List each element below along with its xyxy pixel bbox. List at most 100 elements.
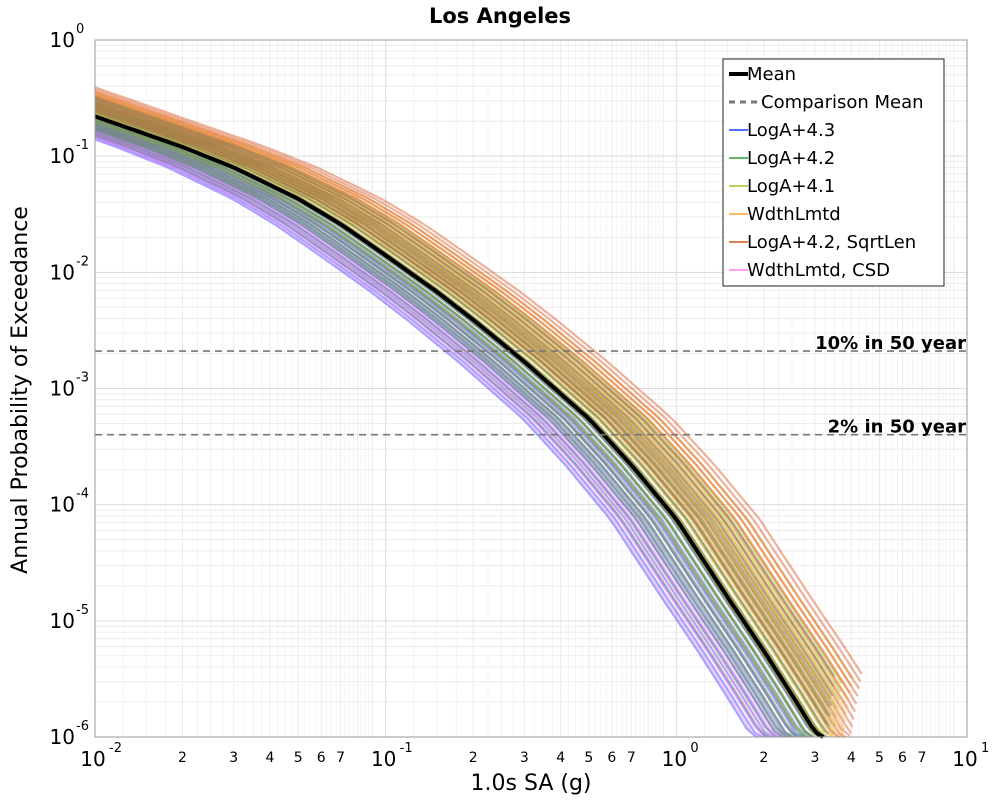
x-minor-tick-label: 4 — [556, 750, 565, 766]
y-tick-label: 10 — [50, 377, 75, 401]
bundle-curve — [95, 104, 838, 718]
curve-bundles — [95, 86, 863, 737]
bundle-curve — [95, 136, 765, 737]
bundle-curve — [95, 111, 827, 733]
reference-line-label: 10% in 50 year — [815, 333, 966, 354]
bundle-curve — [95, 98, 849, 708]
bundle-curve — [95, 102, 839, 710]
x-minor-tick-label: 3 — [520, 750, 529, 766]
x-minor-tick-label: 5 — [584, 750, 593, 766]
bundle-curve — [95, 123, 803, 737]
bundle-curve — [95, 94, 858, 705]
bundle-curve — [95, 130, 782, 737]
bundle-curve — [95, 112, 835, 737]
bundle-curve — [95, 128, 789, 737]
legend-label: Comparison Mean — [761, 92, 924, 113]
bundle-curve — [95, 137, 762, 737]
bundle-curve — [95, 103, 833, 707]
bundle-curve — [95, 121, 798, 732]
bundle-curve — [95, 126, 794, 737]
y-tick-label: 10 — [50, 260, 75, 284]
bundle-curve — [95, 107, 848, 737]
y-axis-label: Annual Probability of Exceedance — [8, 206, 33, 574]
y-tick-exponent: -1 — [76, 138, 89, 153]
y-tick-exponent: -4 — [76, 487, 89, 502]
bundle-curve — [95, 111, 830, 735]
bundle-curve — [95, 104, 846, 730]
bundle-curve — [95, 133, 775, 737]
reference-line-label: 2% in 50 year — [828, 417, 966, 438]
x-axis-ticks: 10 -22 3 4 5 6 7 10 -12 3 4 5 6 7 10 02 3 4 5 6 7 10 1 — [80, 741, 989, 771]
x-minor-tick-label: 5 — [294, 750, 303, 766]
bundle-curve — [95, 109, 831, 727]
bundle-curve — [95, 97, 842, 693]
bundle-curve — [95, 129, 785, 737]
bundle-curve — [95, 132, 775, 737]
bundle-curve — [95, 109, 828, 725]
y-tick-label: 10 — [50, 609, 75, 633]
bundle-curve — [95, 109, 842, 737]
bundle-curve — [95, 102, 832, 699]
bundle-curve — [95, 138, 760, 737]
bundle-wdthlmtd-csd — [95, 121, 798, 737]
bundle-curve — [95, 96, 850, 701]
bundle-curve — [95, 119, 815, 737]
bundle-clip-group — [95, 86, 863, 737]
bundle-curve — [95, 134, 770, 737]
x-tick-label: 10 — [952, 747, 977, 771]
legend: Mean Comparison Mean LogA+4.3 LogA+4.2 LogA+… — [722, 58, 945, 287]
bundle-curve — [95, 122, 806, 737]
bundle-curve — [95, 111, 834, 737]
x-tick-label: 10 — [662, 747, 687, 771]
x-minor-tick-label: 2 — [759, 750, 768, 766]
bundle-curve — [95, 121, 808, 737]
bundle-curve — [95, 98, 855, 720]
bundle-curve — [95, 135, 769, 737]
bundle-curve — [95, 115, 817, 733]
bundle-curve — [95, 99, 841, 701]
bundle-loga-4-2-sqrtlen — [95, 86, 863, 737]
bundle-curve — [95, 127, 791, 737]
legend-label: LogA+4.2, SqrtLen — [747, 232, 916, 253]
bundle-curve — [95, 107, 829, 716]
y-tick-label: 10 — [50, 28, 75, 52]
x-minor-tick-label: 7 — [627, 750, 636, 766]
bundle-curve — [95, 124, 801, 737]
bundle-curve — [95, 96, 836, 677]
bundle-curve — [95, 109, 835, 734]
legend-label: Mean — [747, 64, 796, 85]
bundle-curve — [95, 124, 801, 737]
bundle-curve — [95, 103, 853, 734]
legend-label: LogA+4.2 — [747, 148, 835, 169]
x-minor-tick-label: 7 — [336, 750, 345, 766]
chart-title: Los Angeles — [429, 4, 571, 28]
bundle-curve — [95, 129, 786, 737]
bundle-curve — [95, 121, 809, 737]
x-minor-tick-label: 6 — [607, 750, 616, 766]
x-minor-tick-label: 6 — [898, 750, 907, 766]
x-minor-tick-label: 4 — [847, 750, 856, 766]
bundle-curve — [95, 131, 780, 737]
bundle-curve — [95, 100, 848, 715]
bundle-curve — [95, 98, 835, 687]
bundle-curve — [95, 88, 862, 682]
x-tick-exponent: -2 — [109, 741, 122, 756]
bundle-curve — [95, 102, 847, 723]
y-tick-exponent: -6 — [76, 719, 89, 734]
x-tick-exponent: 1 — [981, 741, 989, 756]
bundle-curve — [95, 120, 811, 737]
bundle-curve — [95, 101, 854, 728]
bundle-curve — [95, 118, 815, 737]
bundle-curve — [95, 131, 779, 737]
bundle-curve — [95, 106, 832, 717]
bundle-mixed — [95, 96, 836, 737]
bundle-curve — [95, 94, 851, 694]
bundle-curve — [95, 101, 834, 697]
y-tick-label: 10 — [50, 493, 75, 517]
bundle-curve — [95, 125, 796, 737]
bundle-curve — [95, 126, 793, 737]
legend-label: LogA+4.3 — [747, 120, 835, 141]
plot-frame — [94, 39, 968, 738]
legend-label: WdthLmtd — [747, 204, 841, 225]
